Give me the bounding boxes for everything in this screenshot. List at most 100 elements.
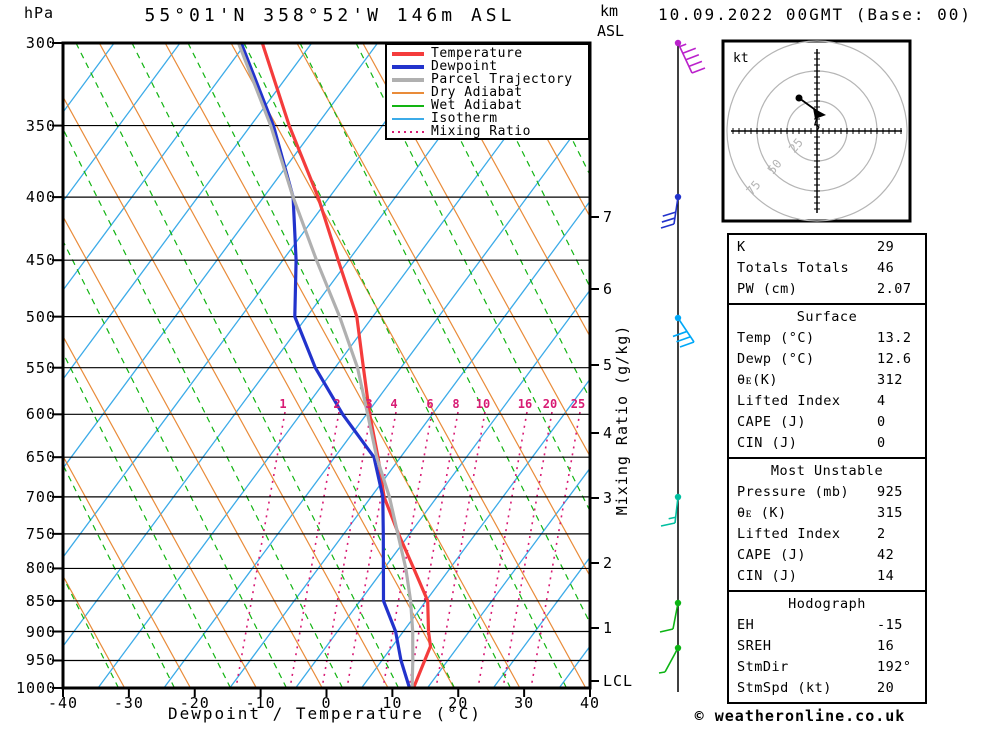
stats-value: 46 [877, 260, 895, 276]
dry-adiabat-line [362, 43, 590, 458]
stats-key: StmDir [737, 659, 789, 675]
dry-adiabat-line [63, 335, 257, 688]
wind-barb [674, 39, 706, 74]
temperature-tick-label: 40 [579, 694, 601, 712]
stats-key: θᴇ(K) [737, 372, 779, 388]
station-title: 55°01'N 358°52'W 146m ASL [144, 5, 516, 26]
pressure-tick-label: 850 [25, 591, 56, 610]
stats-key: CAPE (J) [737, 414, 807, 430]
stats-value: -15 [877, 617, 903, 633]
hodo-trace-tail [814, 116, 820, 132]
stats-row: θᴇ (K) 315 [729, 503, 925, 524]
mixing-ratio-line [321, 411, 372, 688]
stats-key: K [737, 239, 746, 255]
stats-row: θᴇ(K) 312 [729, 370, 925, 391]
mixing-ratio-line [435, 411, 486, 688]
mixing-ratio-label: 10 [475, 397, 491, 411]
hodo-ring [726, 40, 908, 222]
km-tick-label: 2 [603, 554, 614, 572]
pressure-tick-label: 350 [25, 116, 56, 135]
wind-barb [672, 314, 695, 348]
wind-barb [658, 644, 682, 674]
stats-panel: K 29 Totals Totals 46 PW (cm) 2.07 [727, 233, 927, 305]
height-axis-unit-asl: ASL [597, 22, 625, 40]
mixing-ratio-line [477, 411, 528, 688]
height-axis-unit-km: km [600, 2, 619, 20]
legend-item: Dewpoint [387, 60, 588, 73]
stats-row: Lifted Index 2 [729, 524, 925, 545]
km-tick-label: 1 [603, 619, 614, 637]
isotherm-line [97, 43, 576, 688]
stats-panel-most-unstable: Most Unstable Pressure (mb) 925 θᴇ (K) 315 Li… [727, 457, 927, 592]
stats-panel-title: Surface [796, 309, 858, 325]
isotherm-line [360, 378, 590, 688]
stats-row: Lifted Index 4 [729, 391, 925, 412]
temperature-tick-label: -40 [47, 694, 79, 712]
temperature-tick-label: 20 [448, 694, 469, 712]
legend: Temperature Dewpoint Parcel Trajectory Dry … [385, 43, 590, 140]
stats-key: StmSpd (kt) [737, 680, 832, 696]
stats-key: PW (cm) [737, 281, 798, 297]
stats-row: SREH 16 [729, 636, 925, 657]
dry-adiabat-line [296, 43, 590, 578]
stats-row: CAPE (J) 42 [729, 545, 925, 566]
dry-adiabat-line [230, 43, 587, 688]
stats-panels: K 29 Totals Totals 46 PW (cm) 2.07 Surface Temp… [727, 233, 927, 704]
stats-key: CIN (J) [737, 568, 798, 584]
pressure-tick-label: 550 [25, 358, 56, 377]
mixing-ratio-label: 1 [279, 397, 287, 411]
stats-value: 20 [877, 680, 895, 696]
legend-swatch-mixing_ratio [392, 130, 424, 133]
stats-key: Pressure (mb) [737, 484, 850, 500]
pressure-tick-label: 700 [25, 487, 56, 506]
legend-label: Mixing Ratio [431, 124, 531, 139]
isotherm-line [63, 43, 510, 648]
stats-value: 312 [877, 372, 903, 388]
stats-value: 14 [877, 568, 895, 584]
legend-swatch-wet_adiabat [392, 104, 424, 107]
stats-key: Lifted Index [737, 393, 841, 409]
legend-swatch-isotherm [392, 117, 424, 120]
legend-label: Isotherm [431, 111, 498, 126]
hodo-unit-label: kt [733, 51, 749, 66]
mixing-ratio-label: 25 [570, 397, 586, 411]
hodo-trace-start [795, 94, 803, 102]
mixing-ratio-label: 16 [517, 397, 533, 411]
stats-key: Totals Totals [737, 260, 850, 276]
isotherm-line [229, 200, 590, 688]
isotherm-line [63, 43, 313, 381]
pressure-tick-label: 450 [25, 251, 56, 270]
stats-value: 12.6 [877, 351, 912, 367]
pressure-tick-label: 1000 [16, 678, 57, 697]
stats-row: StmSpd (kt) 20 [729, 678, 925, 699]
x-axis-label: Dewpoint / Temperature (°C) [167, 704, 483, 723]
stats-panel-surface: Surface Temp (°C) 13.2 Dewp (°C) 12.6 θᴇ(K) 31… [727, 303, 927, 459]
stats-value: 16 [877, 638, 895, 654]
mixing-ratio-line [235, 411, 286, 688]
km-tick-label: 6 [603, 280, 614, 298]
stats-value: 0 [877, 414, 886, 430]
stats-value: 2 [877, 526, 886, 542]
stats-value: 0 [877, 435, 886, 451]
hodo-arrowhead [813, 108, 826, 119]
stats-value: 315 [877, 505, 903, 521]
pressure-tick-label: 300 [25, 34, 56, 52]
stats-row: Dewp (°C) 12.6 [729, 349, 925, 370]
temperature-tick-label: -20 [179, 694, 210, 712]
isotherm-line [63, 43, 379, 470]
mixing-ratio-label: 20 [542, 397, 558, 411]
mixing-ratio-line [346, 411, 397, 688]
pressure-tick-label: 750 [25, 524, 56, 543]
isotherm-line [492, 556, 590, 688]
copyright: © weatheronline.co.uk [694, 707, 906, 725]
mixing-ratio-line [408, 411, 459, 688]
wind-barb [660, 193, 682, 229]
stats-row: K 29 [729, 237, 925, 258]
pressure-tick-label: 800 [25, 559, 56, 578]
stats-value: 925 [877, 484, 903, 500]
stats-row: EH -15 [729, 615, 925, 636]
temperature-tick-label: 0 [321, 694, 332, 712]
temperature-tick-label: -10 [245, 694, 276, 712]
dry-adiabat-line [98, 43, 455, 688]
